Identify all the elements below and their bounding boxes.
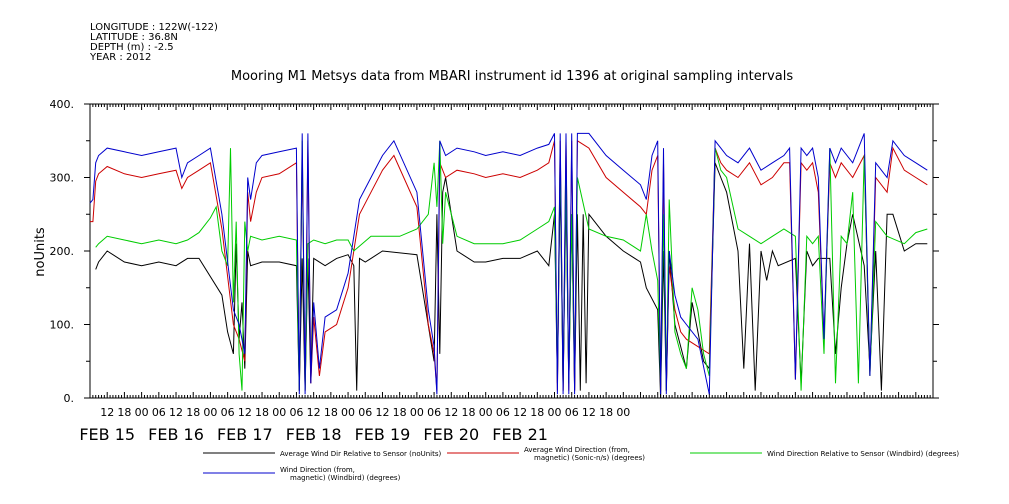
- x-hour-label: 18: [186, 406, 200, 419]
- x-hour-label: 12: [100, 406, 114, 419]
- series-line-3: [95, 140, 928, 391]
- x-hour-label: 12: [307, 406, 321, 419]
- series-group: [89, 132, 928, 399]
- x-date-label: FEB 17: [217, 425, 273, 444]
- legend-label: Average Wind Direction (from,: [524, 446, 630, 454]
- legend-label: Wind Direction (from,: [280, 466, 355, 474]
- x-date-label: FEB 20: [423, 425, 479, 444]
- meta-year: YEAR : 2012: [89, 52, 151, 63]
- x-hour-label: 06: [152, 406, 166, 419]
- series-line-4: [89, 132, 928, 395]
- x-hour-label: 18: [255, 406, 269, 419]
- x-hour-label: 12: [513, 406, 527, 419]
- legend-label: Wind Direction Relative to Sensor (Windb…: [767, 450, 959, 458]
- x-date-label: FEB 21: [492, 425, 548, 444]
- x-hour-label: 18: [393, 406, 407, 419]
- x-date-label: FEB 16: [148, 425, 204, 444]
- x-hour-label: 00: [341, 406, 355, 419]
- x-hour-label: 12: [375, 406, 389, 419]
- x-hour-label: 06: [358, 406, 372, 419]
- y-tick-label: 100.: [50, 319, 75, 332]
- y-tick-label: 400.: [50, 98, 75, 111]
- x-hour-label: 06: [565, 406, 579, 419]
- meta-depth: DEPTH (m) : -2.5: [90, 42, 174, 53]
- x-hour-label: 12: [444, 406, 458, 419]
- x-date-label: FEB 19: [355, 425, 411, 444]
- x-hour-label: 18: [599, 406, 613, 419]
- legend: Average Wind Dir Relative to Sensor (noU…: [203, 446, 959, 482]
- y-tick-label: 300.: [50, 172, 75, 185]
- meta-block: LONGITUDE : 122W(-122) LATITUDE : 36.8N …: [89, 22, 218, 63]
- x-hour-label: 12: [582, 406, 596, 419]
- axis-ticks: 0.100.200.300.400.12 18 00 06 12 18 00 06 12 18 00…: [50, 98, 939, 444]
- x-hour-label: 00: [548, 406, 562, 419]
- x-hour-label: 18: [530, 406, 544, 419]
- legend-label: Average Wind Dir Relative to Sensor (noU…: [280, 450, 441, 458]
- x-hour-label: 00: [410, 406, 424, 419]
- x-date-label: FEB 18: [286, 425, 342, 444]
- meta-latitude: LATITUDE : 36.8N: [90, 32, 178, 43]
- legend-label: magnetic) (Sonic-n/s) (degrees): [534, 454, 645, 462]
- y-tick-label: 0.: [64, 392, 75, 405]
- x-hour-label: 18: [117, 406, 131, 419]
- meta-longitude: LONGITUDE : 122W(-122): [90, 22, 218, 33]
- x-hour-label: 12: [238, 406, 252, 419]
- chart-title: Mooring M1 Metsys data from MBARI instru…: [231, 69, 793, 84]
- x-hour-label: 00: [616, 406, 630, 419]
- x-hour-label: 06: [221, 406, 235, 419]
- x-hour-label: 06: [427, 406, 441, 419]
- x-date-label: FEB 15: [79, 425, 135, 444]
- x-hour-label: 00: [479, 406, 493, 419]
- x-hour-label: 00: [135, 406, 149, 419]
- x-hour-label: 18: [461, 406, 475, 419]
- x-hour-label: 06: [496, 406, 510, 419]
- x-hour-label: 18: [324, 406, 338, 419]
- x-hour-label: 12: [169, 406, 183, 419]
- legend-label: magnetic) (Windbird) (degrees): [290, 474, 401, 482]
- x-hour-label: 06: [289, 406, 303, 419]
- y-axis-label: noUnits: [33, 227, 48, 277]
- y-tick-label: 200.: [50, 245, 75, 258]
- x-hour-label: 00: [203, 406, 217, 419]
- x-hour-label: 00: [272, 406, 286, 419]
